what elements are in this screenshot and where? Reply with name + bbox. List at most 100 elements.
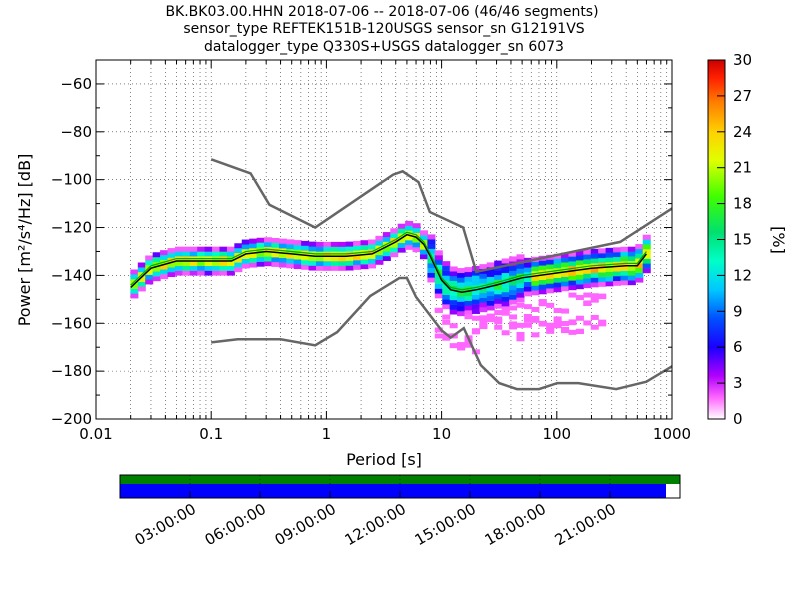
psd-density-cell <box>523 276 532 282</box>
psd-density-cell <box>457 282 466 288</box>
psd-density-cell <box>226 246 235 252</box>
psd-density-cell <box>152 257 161 263</box>
psd-density-cell-sparse <box>575 315 584 321</box>
psd-density-cell <box>583 283 592 289</box>
psd-density-cell <box>583 249 592 255</box>
psd-density-cell <box>278 262 287 268</box>
psd-density-cell <box>338 265 347 271</box>
psd-density-cell <box>449 309 458 315</box>
psd-density-cell <box>613 252 622 258</box>
psd-density-cell <box>405 244 414 250</box>
psd-density-cell <box>152 252 161 258</box>
psd-density-cell-sparse <box>501 310 510 316</box>
psd-density-cell <box>189 265 198 271</box>
psd-density-cell <box>375 250 384 256</box>
time-tick-label: 18:00:00 <box>482 500 549 549</box>
psd-density-cell <box>642 249 651 255</box>
y-tick-label: −160 <box>51 314 92 332</box>
psd-density-cell-sparse <box>523 317 532 323</box>
psd-density-cell <box>464 276 473 282</box>
psd-density-cell <box>293 244 302 250</box>
psd-density-cell <box>553 258 562 264</box>
psd-density-cell-sparse <box>538 321 547 327</box>
psd-density-cell <box>301 260 310 266</box>
psd-density-cell <box>501 296 510 302</box>
psd-density-cell <box>293 264 302 270</box>
time-tick-label: 21:00:00 <box>552 500 619 549</box>
colorbar-tick-label: 24 <box>733 123 752 141</box>
psd-density-cell <box>360 254 369 260</box>
psd-density-cell <box>427 267 436 273</box>
psd-density-cell <box>419 244 428 250</box>
psd-density-cell <box>449 299 458 305</box>
psd-density-cell <box>189 270 198 276</box>
psd-density-cell <box>509 256 518 262</box>
psd-density-cell-sparse <box>553 319 562 325</box>
psd-density-cell <box>635 268 644 273</box>
psd-density-cell <box>531 285 540 291</box>
psd-density-cell <box>464 300 473 306</box>
psd-density-cell <box>642 244 651 250</box>
psd-density-cell <box>405 240 414 246</box>
psd-density-cell-sparse <box>583 301 592 307</box>
psd-density-cell <box>561 262 570 268</box>
psd-density-cell <box>546 264 555 270</box>
psd-density-cell <box>516 278 525 284</box>
psd-density-cell <box>575 269 584 275</box>
psd-density-cell <box>382 251 391 257</box>
psd-density-cell <box>405 225 414 231</box>
psd-density-cell <box>278 257 287 263</box>
psd-density-cell-sparse <box>464 342 473 348</box>
psd-density-cell <box>531 261 540 267</box>
psd-density-cell <box>390 247 399 253</box>
psd-density-cell <box>575 255 584 261</box>
psd-density-cell <box>464 305 473 311</box>
psd-density-cell <box>301 264 310 270</box>
psd-density-cell <box>509 285 518 291</box>
psd-density-cell <box>345 255 354 261</box>
y-tick-label: −60 <box>60 75 92 93</box>
psd-density-cell <box>494 274 503 280</box>
psd-density-cell <box>323 256 332 262</box>
psd-density-cell <box>286 239 295 245</box>
psd-density-cell <box>442 270 451 276</box>
psd-density-cell <box>174 261 183 267</box>
psd-density-cell <box>278 243 287 249</box>
psd-density-cell <box>613 256 622 262</box>
psd-density-cell <box>434 255 443 261</box>
plot-area: 0.01 0.1 1 10 100 1000 −60 −80 −100 −120 −140 −160 −… <box>51 59 691 443</box>
psd-density-cell <box>598 281 607 287</box>
psd-density-cell <box>338 246 347 252</box>
psd-density-cell <box>152 276 161 282</box>
axis-ticks: 0.01 0.1 1 10 100 1000 −60 −80 −100 −120 −140 −160 −… <box>51 59 691 443</box>
psd-density-cell-sparse <box>442 314 451 320</box>
psd-density-cell-sparse <box>509 314 518 320</box>
psd-density-cell <box>137 281 146 287</box>
psd-density-cell <box>212 270 221 276</box>
psd-density-cell <box>234 257 243 263</box>
psd-density-cell <box>538 274 547 280</box>
psd-density-cell <box>271 237 280 243</box>
psd-density-cell <box>613 266 622 272</box>
psd-density-cell <box>264 256 273 262</box>
psd-density-cell <box>583 273 592 279</box>
psd-density-cell-sparse <box>568 319 577 325</box>
time-tick-label: 12:00:00 <box>342 500 409 549</box>
y-tick-label: −120 <box>51 219 92 237</box>
psd-density-cell <box>598 267 607 273</box>
psd-density-cell <box>449 271 458 277</box>
psd-density-cell <box>256 252 265 258</box>
psd-density-cell <box>613 247 622 253</box>
psd-density-cell <box>605 271 614 277</box>
psd-density-cell <box>486 276 495 282</box>
psd-density-cell-sparse <box>449 323 458 329</box>
psd-density-cell <box>486 286 495 292</box>
psd-density-cell <box>434 264 443 270</box>
psd-density-cell <box>174 246 183 252</box>
psd-density-cell <box>457 306 466 312</box>
psd-density-cell <box>130 293 139 299</box>
psd-density-cell <box>501 287 510 293</box>
psd-density-cell <box>457 301 466 307</box>
psd-density-cell <box>204 261 213 267</box>
psd-density-cell <box>516 292 525 298</box>
